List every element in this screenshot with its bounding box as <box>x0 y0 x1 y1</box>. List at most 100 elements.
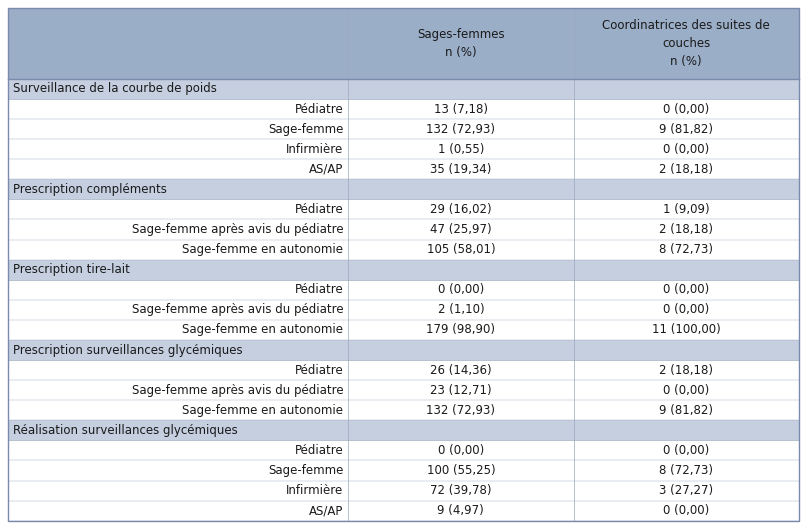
Bar <box>8 320 348 340</box>
Text: 9 (81,82): 9 (81,82) <box>659 404 713 417</box>
Bar <box>8 380 348 400</box>
Bar <box>574 199 799 219</box>
Bar <box>574 8 799 79</box>
Bar <box>574 360 799 380</box>
Text: Réalisation surveillances glycémiques: Réalisation surveillances glycémiques <box>13 424 238 437</box>
Bar <box>8 400 348 420</box>
Text: 132 (72,93): 132 (72,93) <box>426 123 495 136</box>
Text: 0 (0,00): 0 (0,00) <box>663 284 709 296</box>
Text: Sage-femme: Sage-femme <box>268 464 343 477</box>
Bar <box>8 159 348 179</box>
Text: 1 (9,09): 1 (9,09) <box>663 203 709 216</box>
Bar <box>8 239 348 260</box>
Text: AS/AP: AS/AP <box>309 504 343 517</box>
Bar <box>348 400 574 420</box>
Bar <box>574 320 799 340</box>
Text: Sage-femme après avis du pédiatre: Sage-femme après avis du pédiatre <box>132 383 343 397</box>
Text: 9 (81,82): 9 (81,82) <box>659 123 713 136</box>
Text: Coordinatrices des suites de
couches
n (%): Coordinatrices des suites de couches n (… <box>602 19 770 68</box>
Bar <box>574 219 799 239</box>
Bar <box>8 179 348 199</box>
Text: Sage-femme en autonomie: Sage-femme en autonomie <box>182 404 343 417</box>
Text: AS/AP: AS/AP <box>309 163 343 176</box>
Bar <box>8 139 348 159</box>
Bar <box>574 300 799 320</box>
Bar <box>348 300 574 320</box>
Bar <box>574 79 799 99</box>
Text: Sage-femme: Sage-femme <box>268 123 343 136</box>
Text: 1 (0,55): 1 (0,55) <box>437 143 484 156</box>
Bar <box>348 320 574 340</box>
Text: Pédiatre: Pédiatre <box>295 103 343 116</box>
Text: 0 (0,00): 0 (0,00) <box>437 284 484 296</box>
Bar <box>574 501 799 521</box>
Text: Prescription surveillances glycémiques: Prescription surveillances glycémiques <box>13 343 243 357</box>
Bar <box>574 260 799 280</box>
Bar <box>8 501 348 521</box>
Bar <box>348 219 574 239</box>
Bar <box>348 380 574 400</box>
Text: 8 (72,73): 8 (72,73) <box>659 464 713 477</box>
Bar <box>348 440 574 460</box>
Text: Pédiatre: Pédiatre <box>295 284 343 296</box>
Bar <box>8 300 348 320</box>
Text: Sage-femme en autonomie: Sage-femme en autonomie <box>182 323 343 337</box>
Text: 29 (16,02): 29 (16,02) <box>430 203 491 216</box>
Bar <box>348 260 574 280</box>
Text: Prescription compléments: Prescription compléments <box>13 183 167 196</box>
Text: 0 (0,00): 0 (0,00) <box>663 504 709 517</box>
Bar <box>8 119 348 139</box>
Bar <box>348 360 574 380</box>
Bar <box>348 460 574 481</box>
Bar <box>574 99 799 119</box>
Bar <box>8 360 348 380</box>
Text: 0 (0,00): 0 (0,00) <box>663 103 709 116</box>
Text: 47 (25,97): 47 (25,97) <box>430 223 491 236</box>
Bar <box>8 79 348 99</box>
Text: 100 (55,25): 100 (55,25) <box>427 464 495 477</box>
Text: 179 (98,90): 179 (98,90) <box>426 323 495 337</box>
Text: 2 (18,18): 2 (18,18) <box>659 223 713 236</box>
Text: Surveillance de la courbe de poids: Surveillance de la courbe de poids <box>13 83 217 95</box>
Text: Sage-femme en autonomie: Sage-femme en autonomie <box>182 243 343 256</box>
Text: 2 (18,18): 2 (18,18) <box>659 163 713 176</box>
Bar <box>8 340 348 360</box>
Text: Infirmière: Infirmière <box>286 484 343 497</box>
Bar <box>348 179 574 199</box>
Bar <box>8 440 348 460</box>
Bar <box>8 460 348 481</box>
Text: Sage-femme après avis du pédiatre: Sage-femme après avis du pédiatre <box>132 304 343 316</box>
Bar <box>574 340 799 360</box>
Bar <box>574 239 799 260</box>
Bar <box>8 260 348 280</box>
Text: Sage-femme après avis du pédiatre: Sage-femme après avis du pédiatre <box>132 223 343 236</box>
Bar <box>8 280 348 300</box>
Text: Pédiatre: Pédiatre <box>295 363 343 377</box>
Bar <box>348 481 574 501</box>
Bar <box>8 420 348 440</box>
Bar <box>8 199 348 219</box>
Bar <box>8 8 348 79</box>
Bar <box>348 139 574 159</box>
Text: 11 (100,00): 11 (100,00) <box>652 323 721 337</box>
Bar <box>348 340 574 360</box>
Bar <box>348 79 574 99</box>
Text: 3 (27,27): 3 (27,27) <box>659 484 713 497</box>
Bar <box>574 440 799 460</box>
Text: Prescription tire-lait: Prescription tire-lait <box>13 263 130 276</box>
Text: 8 (72,73): 8 (72,73) <box>659 243 713 256</box>
Text: 26 (14,36): 26 (14,36) <box>430 363 491 377</box>
Bar <box>574 481 799 501</box>
Text: 0 (0,00): 0 (0,00) <box>663 383 709 397</box>
Text: 105 (58,01): 105 (58,01) <box>427 243 495 256</box>
Text: 0 (0,00): 0 (0,00) <box>663 304 709 316</box>
Text: 2 (18,18): 2 (18,18) <box>659 363 713 377</box>
Bar <box>348 8 574 79</box>
Bar <box>574 159 799 179</box>
Text: 2 (1,10): 2 (1,10) <box>437 304 484 316</box>
Bar <box>574 119 799 139</box>
Bar <box>574 139 799 159</box>
Text: Pédiatre: Pédiatre <box>295 444 343 457</box>
Text: Sages-femmes
n (%): Sages-femmes n (%) <box>417 28 504 59</box>
Bar <box>348 420 574 440</box>
